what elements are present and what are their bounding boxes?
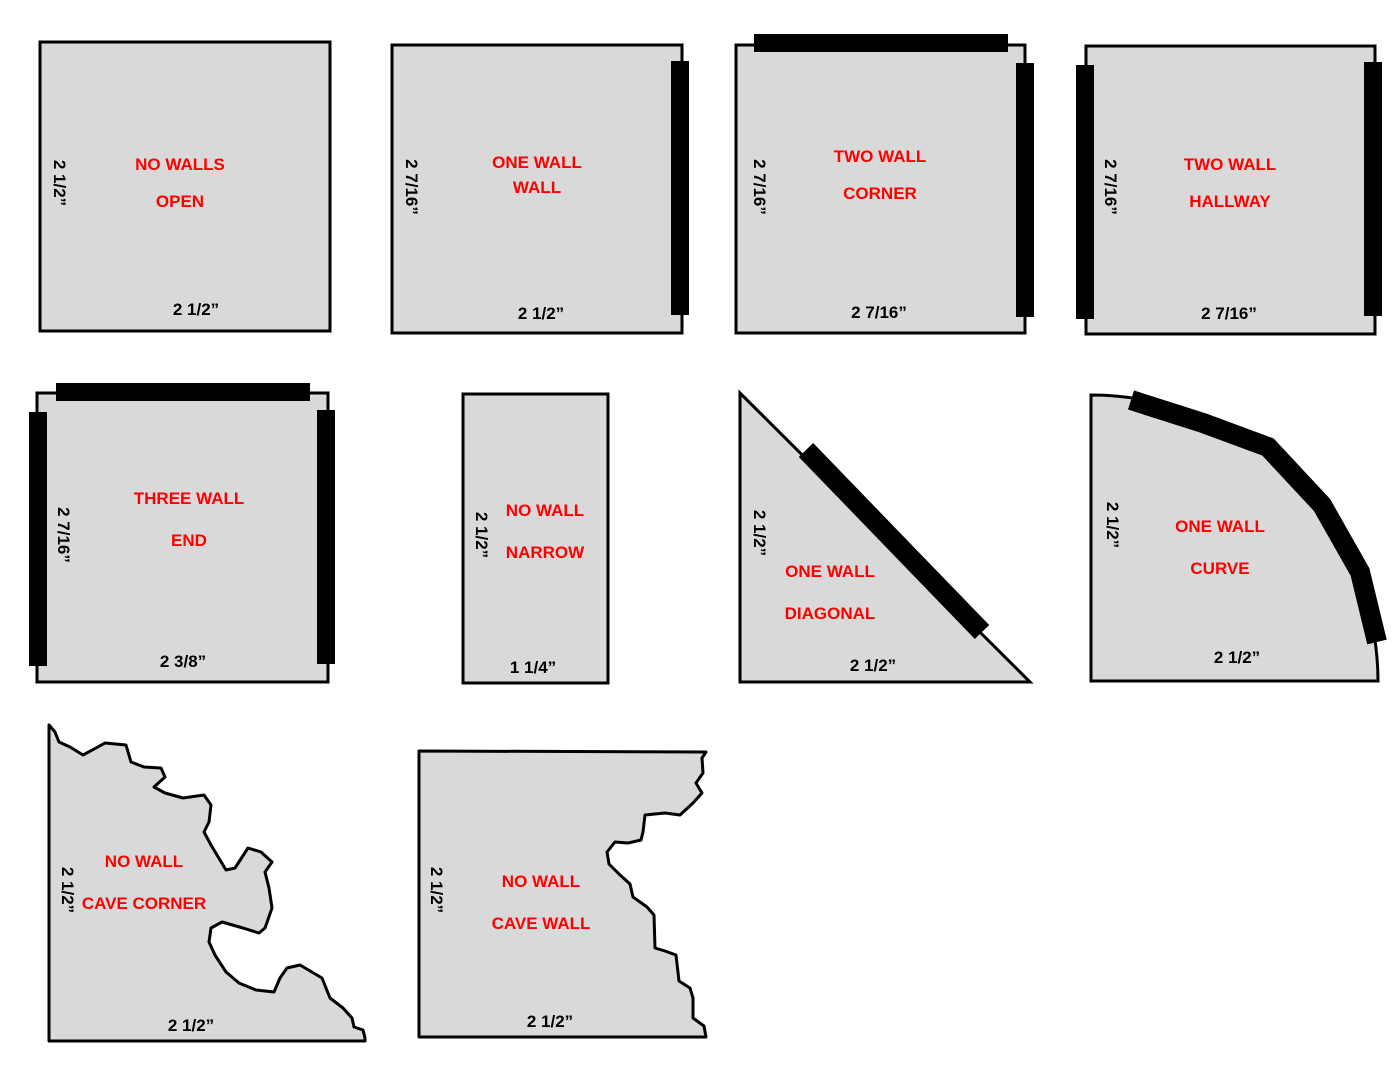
tile-shape bbox=[38, 40, 332, 333]
tile-label-line1: NO WALLS bbox=[135, 155, 225, 174]
width-dimension: 2 1/2” bbox=[518, 304, 564, 323]
height-dimension: 2 1/2” bbox=[427, 867, 446, 913]
tile-shape bbox=[734, 43, 1027, 335]
height-dimension: 2 7/16” bbox=[1101, 159, 1120, 215]
height-dimension: 2 7/16” bbox=[750, 159, 769, 215]
wall-diagonal bbox=[798, 443, 990, 639]
height-dimension: 2 1/2” bbox=[472, 512, 491, 558]
tile-two-wall-corner: TWO WALL CORNER 2 7/16” 2 7/16” bbox=[734, 34, 1034, 335]
tile-label-line1: NO WALL bbox=[502, 872, 580, 891]
tile-shape bbox=[461, 392, 610, 685]
tile-label-line1: NO WALL bbox=[506, 501, 584, 520]
height-dimension: 2 7/16” bbox=[402, 159, 421, 215]
tile-label-line2: CAVE CORNER bbox=[82, 894, 206, 913]
tile-label-line1: NO WALL bbox=[105, 852, 183, 871]
tile-shape bbox=[1084, 44, 1377, 336]
tile-no-wall-narrow: NO WALL NARROW 1 1/4” 2 1/2” bbox=[461, 392, 610, 685]
height-dimension: 2 7/16” bbox=[54, 507, 73, 563]
width-dimension: 2 1/2” bbox=[168, 1016, 214, 1035]
wall-top bbox=[56, 383, 310, 401]
tile-shape bbox=[390, 43, 684, 335]
tile-label-line1: ONE WALL bbox=[492, 153, 582, 172]
tile-shape bbox=[417, 749, 708, 1039]
tile-three-wall-end: THREE WALL END 2 3/8” 2 7/16” bbox=[29, 383, 335, 684]
wall-right bbox=[317, 410, 335, 664]
height-dimension: 2 1/2” bbox=[750, 510, 769, 556]
width-dimension: 2 7/16” bbox=[1201, 304, 1257, 323]
tile-label-line2: END bbox=[171, 531, 207, 550]
tile-label-line2: HALLWAY bbox=[1189, 192, 1271, 211]
width-dimension: 2 1/2” bbox=[850, 656, 896, 675]
tile-label-line1: TWO WALL bbox=[1184, 155, 1277, 174]
tile-one-wall: ONE WALL WALL 2 1/2” 2 7/16” bbox=[390, 43, 689, 335]
tile-label-line2: CAVE WALL bbox=[492, 914, 591, 933]
tile-label-line2: CURVE bbox=[1190, 559, 1249, 578]
tile-no-wall-cave-wall: NO WALL CAVE WALL 2 1/2” 2 1/2” bbox=[417, 749, 708, 1039]
wall-right bbox=[1016, 63, 1034, 317]
width-dimension: 2 3/8” bbox=[160, 652, 206, 671]
tile-label-line1: ONE WALL bbox=[785, 562, 875, 581]
tile-label-line2: WALL bbox=[513, 178, 561, 197]
tile-label-line2: CORNER bbox=[843, 184, 917, 203]
width-dimension: 2 1/2” bbox=[173, 300, 219, 319]
height-dimension: 2 1/2” bbox=[50, 160, 69, 206]
tile-label-line1: THREE WALL bbox=[134, 489, 245, 508]
tile-one-wall-curve: ONE WALL CURVE 2 1/2” 2 1/2” bbox=[1089, 390, 1387, 683]
tile-label-line1: TWO WALL bbox=[834, 147, 927, 166]
wall-left bbox=[29, 412, 47, 666]
width-dimension: 2 1/2” bbox=[1214, 648, 1260, 667]
wall-right bbox=[1364, 62, 1382, 316]
height-dimension: 2 1/2” bbox=[58, 867, 77, 913]
width-dimension: 1 1/4” bbox=[510, 658, 556, 677]
tile-no-walls-open: NO WALLS OPEN 2 1/2” 2 1/2” bbox=[38, 40, 332, 333]
tile-label-line1: ONE WALL bbox=[1175, 517, 1265, 536]
wall-left bbox=[1076, 65, 1094, 319]
tile-label-line2: NARROW bbox=[506, 543, 585, 562]
tile-two-wall-hallway: TWO WALL HALLWAY 2 7/16” 2 7/16” bbox=[1076, 44, 1382, 336]
wall-curve bbox=[1127, 390, 1387, 645]
wall-right bbox=[671, 61, 689, 315]
width-dimension: 2 7/16” bbox=[851, 303, 907, 322]
tile-label-line2: OPEN bbox=[156, 192, 204, 211]
wall-top bbox=[754, 34, 1008, 52]
tile-label-line2: DIAGONAL bbox=[785, 604, 876, 623]
width-dimension: 2 1/2” bbox=[527, 1012, 573, 1031]
tile-no-wall-cave-corner: NO WALL CAVE CORNER 2 1/2” 2 1/2” bbox=[47, 723, 367, 1043]
tile-shape bbox=[47, 723, 367, 1043]
height-dimension: 2 1/2” bbox=[1103, 502, 1122, 548]
tile-one-wall-diagonal: ONE WALL DIAGONAL 2 1/2” 2 1/2” bbox=[738, 389, 1034, 684]
